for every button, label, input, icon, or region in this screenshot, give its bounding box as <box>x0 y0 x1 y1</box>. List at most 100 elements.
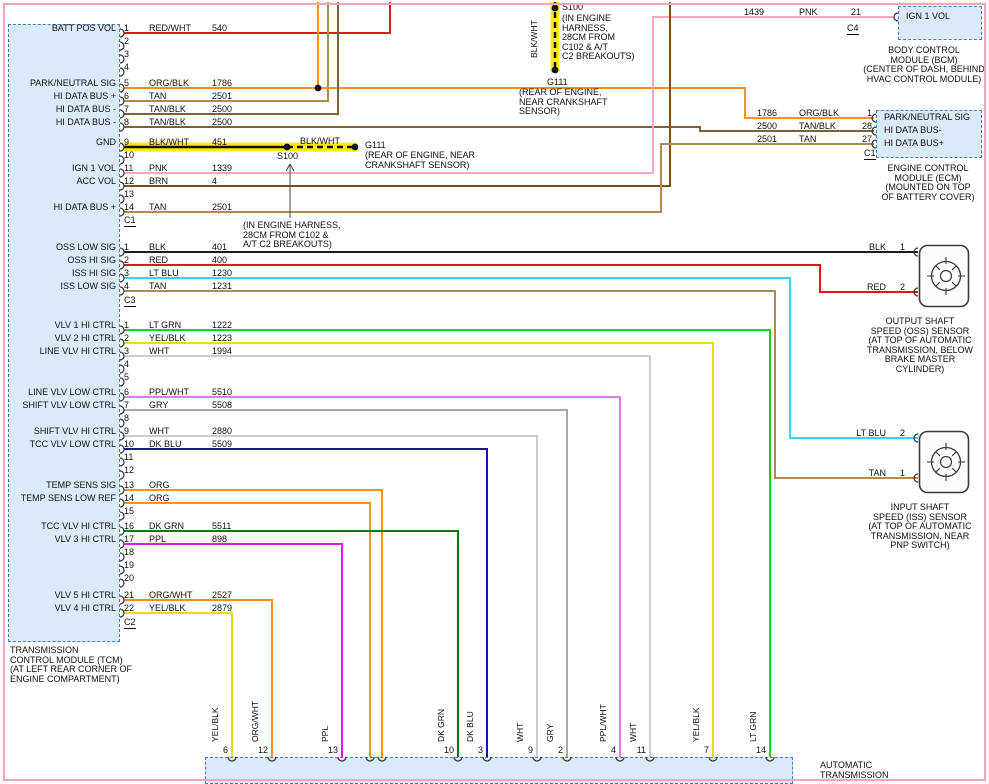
wire-dk-grn-5511 <box>124 530 459 757</box>
ecm-circuit-2501: 2501 <box>757 134 778 144</box>
ecm-pin-mark <box>871 113 877 123</box>
trans-wire-color-label: DK BLU <box>465 711 475 742</box>
tcm-pin-mark <box>119 41 125 51</box>
wire-brn-4 <box>124 2 671 187</box>
tcm-pin-number: 14 <box>124 202 135 212</box>
g111-top-note: (REAR OF ENGINE, NEAR CRANKSHAFT SENSOR) <box>519 87 608 116</box>
wire-color-label: GRY <box>149 400 169 410</box>
circuit-number-label: 2880 <box>212 426 233 436</box>
tcm-pin-number: 18 <box>124 547 135 557</box>
tcm-pin-mark <box>119 444 125 454</box>
tcm-pin-mark <box>119 207 125 217</box>
wire-color-label: WHT <box>149 346 170 356</box>
tcm-pin-mark <box>119 194 125 204</box>
iss-caption: INPUT SHAFT SPEED (ISS) SENSOR (AT TOP O… <box>868 502 972 551</box>
tcm-pin-name: OSS LOW SIG <box>55 242 116 252</box>
wire-color-label: TAN <box>868 468 886 478</box>
tcm-caption: TRANSMISSION CONTROL MODULE (TCM) (AT LE… <box>10 645 133 684</box>
wire-yel-blk-2879 <box>124 612 233 757</box>
tcm-pin-number: 2 <box>124 255 130 265</box>
ecm-pin-number: 27 <box>861 134 872 144</box>
trans-pin-number: 12 <box>257 745 268 755</box>
tcm-pin-mark <box>119 155 125 165</box>
wire-color-label: TAN <box>149 202 167 212</box>
tcm-pin-mark <box>119 96 125 106</box>
junction-dot <box>314 84 322 92</box>
tcm-pin-name: SHIFT VLV LOW CTRL <box>22 400 116 410</box>
tcm-pin-name: PARK/NEUTRAL SIG <box>29 78 116 88</box>
tcm-pin-name: VLV 3 HI CTRL <box>54 534 116 544</box>
wire-color-label: TAN/BLK <box>149 117 186 127</box>
circuit-number-label: 2500 <box>212 104 233 114</box>
circuit-number-label: 1994 <box>212 346 233 356</box>
trans-wire-color-label: PPL <box>320 725 330 742</box>
trans-wire-color-label: GRY <box>545 723 555 742</box>
wire-s100-pointer-arrowhead-right <box>289 163 295 172</box>
tcm-pin-number: 1 <box>124 23 130 33</box>
tcm-pin-number: 6 <box>124 91 130 101</box>
tcm-pin-number: 14 <box>124 493 135 503</box>
tcm-pin-name: VLV 2 HI CTRL <box>54 333 116 343</box>
wire-org-blk-1786 <box>124 87 874 119</box>
tcm-pin-number: 12 <box>124 465 135 475</box>
wire-color-label: YEL/BLK <box>149 603 186 613</box>
bcm-module-box <box>898 6 982 40</box>
tcm-pin-mark <box>119 578 125 588</box>
trans-pin-mark <box>377 756 387 762</box>
tcm-pin-number: 1 <box>124 320 130 330</box>
wire-gry-5508 <box>124 409 568 757</box>
bcm-pin-label: IGN 1 VOL <box>906 11 951 21</box>
tcm-pin-mark <box>119 377 125 387</box>
trans-pin-number: 11 <box>636 745 646 755</box>
bcm-pin-number: 21 <box>851 7 862 17</box>
tcm-pin-mark <box>119 273 125 283</box>
ecm-pin-number: 28 <box>861 121 872 131</box>
gnd-wire-color-label: BLK/WHT <box>300 136 341 146</box>
tcm-pin-mark <box>119 565 125 575</box>
iss-pin-number: 1 <box>900 468 906 478</box>
tcm-pin-name: ISS LOW SIG <box>60 281 116 291</box>
s100-splice-label: S100 <box>277 151 299 161</box>
tcm-pin-mark <box>119 325 125 335</box>
trans-wire-color-label: DK GRN <box>436 708 446 742</box>
circuit-number-label: 2879 <box>212 603 233 613</box>
wire-color-label: ORG/WHT <box>149 590 193 600</box>
tcm-pin-number: 13 <box>124 189 135 199</box>
wire-dk-blu-5509 <box>124 448 488 757</box>
tcm-pin-number: 15 <box>124 506 135 516</box>
s100-top-label: S100 <box>562 2 584 12</box>
wire-color-label: LT GRN <box>149 320 182 330</box>
trans-pin-number: 10 <box>443 745 454 755</box>
tcm-pin-number: 20 <box>124 573 135 583</box>
oss-pin-mark <box>913 287 919 297</box>
s100-location-note: (IN ENGINE HARNESS, 28CM FROM C102 & A/T… <box>243 220 341 249</box>
wire-color-label: RED <box>866 282 886 292</box>
tcm-pin-mark <box>119 247 125 257</box>
tcm-pin-number: 3 <box>124 49 130 59</box>
tcm-pin-name: TEMP SENS SIG <box>46 480 116 490</box>
circuit-number-label: 1231 <box>212 281 233 291</box>
iss-pin-mark <box>913 473 919 483</box>
tcm-pin-number: 5 <box>124 372 130 382</box>
tcm-pin-number: 2 <box>124 36 130 46</box>
wire-color-label: RED <box>149 255 169 265</box>
tcm-pin-name: HI DATA BUS + <box>53 91 116 101</box>
g111-ground-label: G111 <box>365 140 386 150</box>
trans-wire-color-label: ORG/WHT <box>250 700 260 742</box>
bcm-caption: BODY CONTROL MODULE (BCM) (CENTER OF DAS… <box>863 45 985 84</box>
wire-tan-2501-pin14 <box>124 143 874 213</box>
wire-lt-blu-1230 <box>124 277 918 439</box>
tcm-pin-name: OSS HI SIG <box>67 255 116 265</box>
wire-tan-2501-pin6 <box>124 2 329 102</box>
trans-pin-number: 13 <box>327 745 338 755</box>
tcm-pin-mark <box>119 539 125 549</box>
trans-pin-mark <box>645 756 655 762</box>
tcm-pin-mark <box>119 595 125 605</box>
ecm-connector-label: C1 <box>864 148 876 160</box>
trans-pin-number: 4 <box>610 745 616 755</box>
bcm-pin-mark <box>893 12 899 22</box>
trans-wire-color-label: PPL/WHT <box>598 704 608 742</box>
blkwht-vertical-wire-label: BLK/WHT <box>529 20 539 58</box>
wire-org-temp-sens-sig <box>124 489 383 757</box>
wire-wht-1994 <box>124 355 651 757</box>
